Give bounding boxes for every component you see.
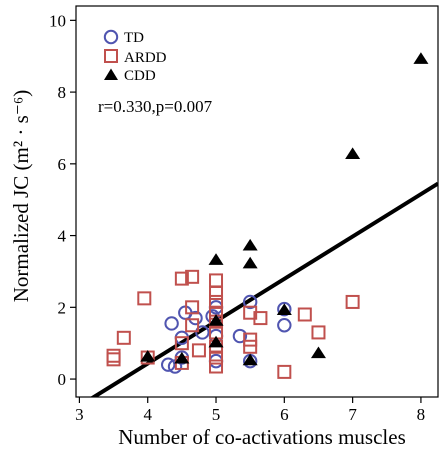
data-point-cdd	[345, 147, 361, 159]
data-point-ardd	[209, 273, 224, 288]
data-point-cdd	[242, 353, 258, 366]
legend-entry-cdd: CDD	[104, 68, 156, 84]
legend-marker-ardd	[104, 49, 118, 63]
data-point-ardd	[116, 330, 131, 345]
y-tick-label: 4	[58, 227, 67, 246]
plot-frame	[75, 5, 439, 398]
x-tick-label: 4	[143, 405, 152, 424]
regression-line	[90, 181, 438, 397]
x-tick-label: 7	[348, 405, 357, 424]
data-point-ardd	[106, 348, 121, 363]
data-point-td	[161, 357, 176, 372]
data-point-ardd	[277, 364, 292, 379]
y-tick-label: 2	[58, 298, 67, 317]
data-point-cdd	[208, 335, 224, 348]
legend-label-td: TD	[124, 30, 144, 46]
data-point-ardd	[243, 332, 258, 347]
data-point-ardd	[311, 325, 326, 340]
legend-label-cdd: CDD	[124, 68, 156, 84]
legend: TD ARDD CDD	[103, 29, 167, 84]
y-tick-label: 0	[58, 370, 67, 389]
y-tick-label: 8	[58, 83, 67, 102]
data-point-td	[277, 301, 292, 317]
data-point-ardd	[297, 307, 312, 322]
data-point-cdd	[310, 346, 326, 359]
x-tick-label: 6	[280, 405, 289, 424]
data-point-ardd	[185, 318, 200, 333]
data-point-ardd	[174, 271, 189, 286]
x-axis-label: Number of co-activations muscles	[118, 425, 406, 449]
data-point-cdd	[242, 238, 258, 251]
correlation-annotation: r=0.330,p=0.007	[98, 97, 213, 116]
legend-entry-ardd: ARDD	[104, 49, 167, 66]
legend-marker-td	[103, 29, 119, 45]
data-point-ardd	[209, 294, 224, 309]
data-point-cdd	[276, 303, 292, 316]
legend-label-ardd: ARDD	[124, 50, 167, 66]
data-point-td	[232, 328, 248, 344]
y-axis-label: Normalized JC (m² · s⁻⁶)	[9, 90, 33, 303]
legend-marker-cdd	[104, 68, 118, 80]
data-point-ardd	[243, 339, 258, 354]
data-point-ardd	[345, 294, 360, 309]
data-point-cdd	[242, 256, 258, 269]
data-point-ardd	[253, 311, 268, 326]
regression-line-group	[90, 181, 438, 397]
data-point-ardd	[106, 352, 121, 367]
data-point-ardd	[209, 359, 224, 374]
data-point-td	[195, 325, 210, 340]
data-point-cdd	[208, 314, 224, 326]
data-point-cdd	[174, 351, 190, 364]
y-tick-label: 6	[58, 155, 67, 174]
data-point-cdd	[413, 52, 429, 64]
axis-ticks: 3 4 5 6 7 8 0 2 4 6 8 10	[49, 11, 425, 424]
x-tick-label: 5	[212, 405, 221, 424]
data-point-ardd	[209, 285, 224, 300]
data-point-cdd	[140, 350, 156, 362]
plot-area	[75, 5, 439, 398]
data-point-ardd	[185, 269, 200, 284]
data-point-td	[242, 294, 258, 310]
y-tick-label: 10	[49, 11, 66, 30]
data-point-td	[164, 316, 179, 331]
data-point-td	[188, 310, 203, 326]
data-point-ardd	[174, 336, 189, 351]
x-tick-label: 3	[75, 405, 84, 424]
data-point-ardd	[137, 291, 152, 306]
data-point-cdd	[208, 253, 224, 265]
data-point-ardd	[209, 350, 224, 365]
data-point-td	[277, 318, 292, 333]
data-point-ardd	[185, 300, 200, 315]
data-points	[106, 52, 429, 379]
data-point-ardd	[191, 343, 206, 358]
x-tick-label: 8	[417, 405, 426, 424]
legend-entry-td: TD	[103, 29, 144, 46]
